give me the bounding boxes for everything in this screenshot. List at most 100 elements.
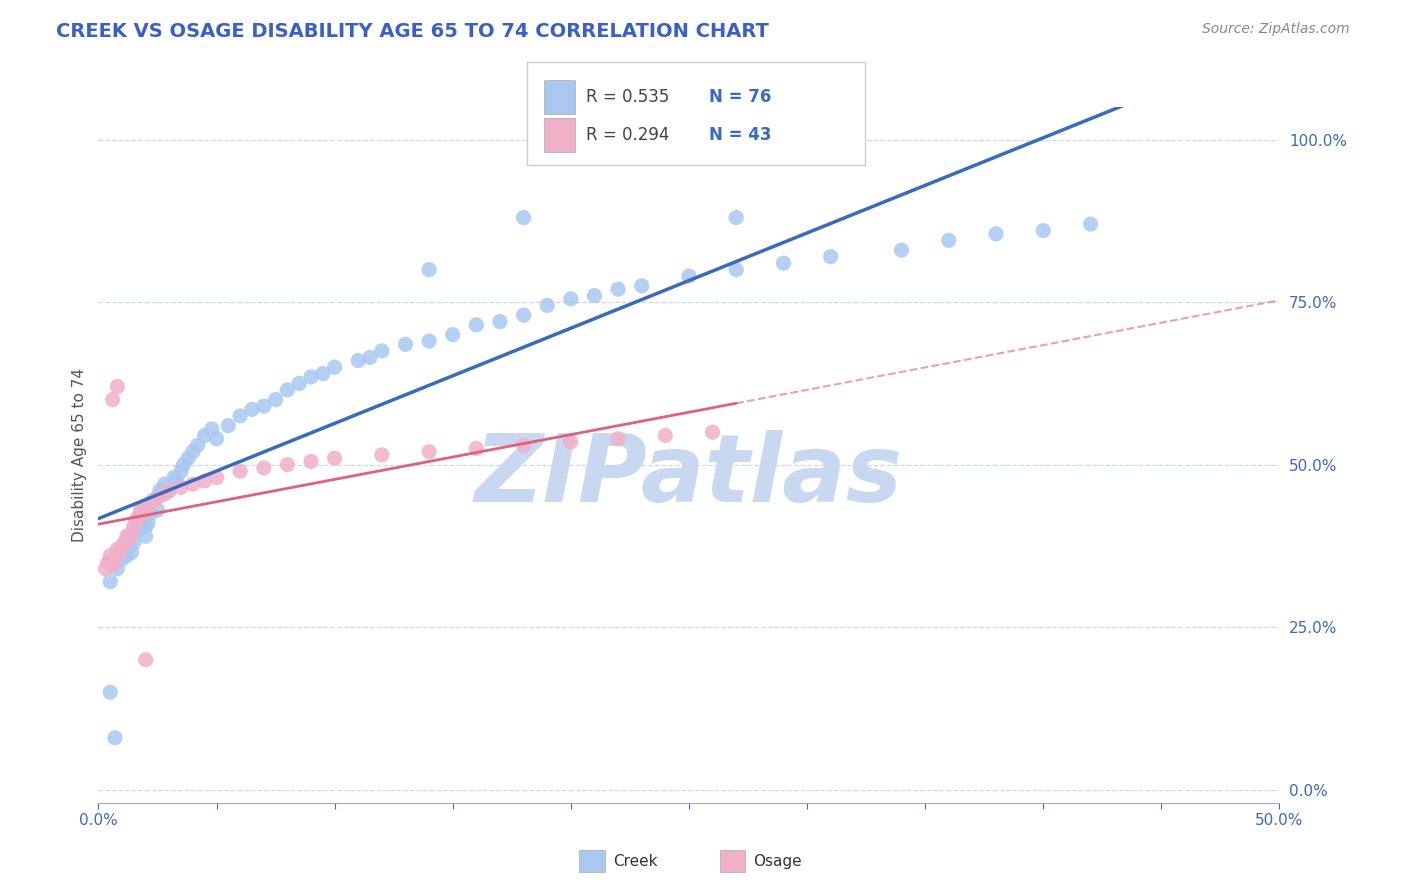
- Point: [157, 483, 180, 498]
- Point: [98, 574, 121, 589]
- Point: [607, 432, 630, 446]
- Point: [139, 497, 162, 511]
- Point: [139, 507, 162, 521]
- Point: [104, 731, 127, 745]
- Point: [153, 487, 176, 501]
- Point: [122, 525, 145, 540]
- Point: [163, 471, 186, 485]
- Point: [299, 454, 322, 468]
- Point: [146, 490, 169, 504]
- Point: [229, 409, 252, 423]
- Point: [121, 525, 143, 540]
- Point: [132, 509, 155, 524]
- Point: [98, 555, 121, 569]
- Point: [465, 318, 488, 332]
- Point: [512, 211, 534, 225]
- Point: [122, 535, 145, 549]
- Point: [149, 483, 172, 498]
- Point: [139, 497, 162, 511]
- Point: [181, 444, 204, 458]
- Point: [205, 471, 228, 485]
- Text: Osage: Osage: [754, 854, 803, 869]
- Point: [465, 442, 488, 456]
- Point: [170, 480, 193, 494]
- Point: [890, 243, 912, 257]
- Point: [512, 438, 534, 452]
- Point: [323, 451, 346, 466]
- Point: [143, 493, 166, 508]
- Point: [94, 562, 117, 576]
- Point: [177, 451, 200, 466]
- Point: [108, 545, 131, 559]
- Point: [725, 262, 748, 277]
- Point: [678, 269, 700, 284]
- Point: [607, 282, 630, 296]
- Point: [165, 474, 187, 488]
- Text: CREEK VS OSAGE DISABILITY AGE 65 TO 74 CORRELATION CHART: CREEK VS OSAGE DISABILITY AGE 65 TO 74 C…: [56, 22, 769, 41]
- Point: [129, 513, 152, 527]
- Point: [128, 523, 150, 537]
- Point: [583, 288, 606, 302]
- Point: [253, 399, 276, 413]
- Point: [347, 353, 370, 368]
- Point: [560, 292, 582, 306]
- Point: [229, 464, 252, 478]
- Point: [170, 464, 193, 478]
- Point: [240, 402, 263, 417]
- Point: [153, 477, 176, 491]
- Point: [276, 383, 298, 397]
- Point: [371, 343, 394, 358]
- Point: [984, 227, 1007, 241]
- Point: [105, 562, 128, 576]
- Point: [150, 487, 173, 501]
- Point: [702, 425, 724, 439]
- Point: [128, 509, 150, 524]
- Text: R = 0.535: R = 0.535: [586, 88, 669, 106]
- Point: [205, 432, 228, 446]
- Point: [157, 483, 180, 498]
- Text: N = 43: N = 43: [709, 126, 770, 144]
- Text: ZIPatlas: ZIPatlas: [475, 430, 903, 522]
- Point: [418, 262, 440, 277]
- Point: [111, 542, 134, 557]
- Point: [194, 428, 217, 442]
- Point: [129, 503, 152, 517]
- Point: [101, 392, 124, 407]
- Point: [172, 458, 194, 472]
- Point: [122, 519, 145, 533]
- Text: N = 76: N = 76: [709, 88, 770, 106]
- Point: [135, 500, 157, 514]
- Point: [98, 685, 121, 699]
- Point: [118, 533, 141, 547]
- Point: [217, 418, 239, 433]
- Text: Source: ZipAtlas.com: Source: ZipAtlas.com: [1202, 22, 1350, 37]
- Point: [323, 360, 346, 375]
- Point: [938, 233, 960, 247]
- Point: [101, 558, 124, 573]
- Point: [142, 493, 165, 508]
- Point: [371, 448, 394, 462]
- Point: [111, 539, 134, 553]
- Point: [132, 507, 155, 521]
- Point: [441, 327, 464, 342]
- Point: [118, 529, 141, 543]
- Point: [115, 529, 138, 543]
- Point: [253, 461, 276, 475]
- Point: [125, 516, 148, 531]
- Point: [121, 545, 143, 559]
- Point: [512, 308, 534, 322]
- Text: R = 0.294: R = 0.294: [586, 126, 669, 144]
- Point: [489, 315, 512, 329]
- Point: [630, 278, 652, 293]
- Point: [418, 334, 440, 348]
- Point: [112, 535, 135, 549]
- Point: [135, 653, 157, 667]
- Point: [299, 370, 322, 384]
- Point: [1032, 224, 1054, 238]
- Point: [146, 503, 169, 517]
- Point: [135, 519, 157, 533]
- Point: [135, 529, 157, 543]
- Point: [136, 516, 159, 531]
- Point: [129, 503, 152, 517]
- Point: [288, 376, 311, 391]
